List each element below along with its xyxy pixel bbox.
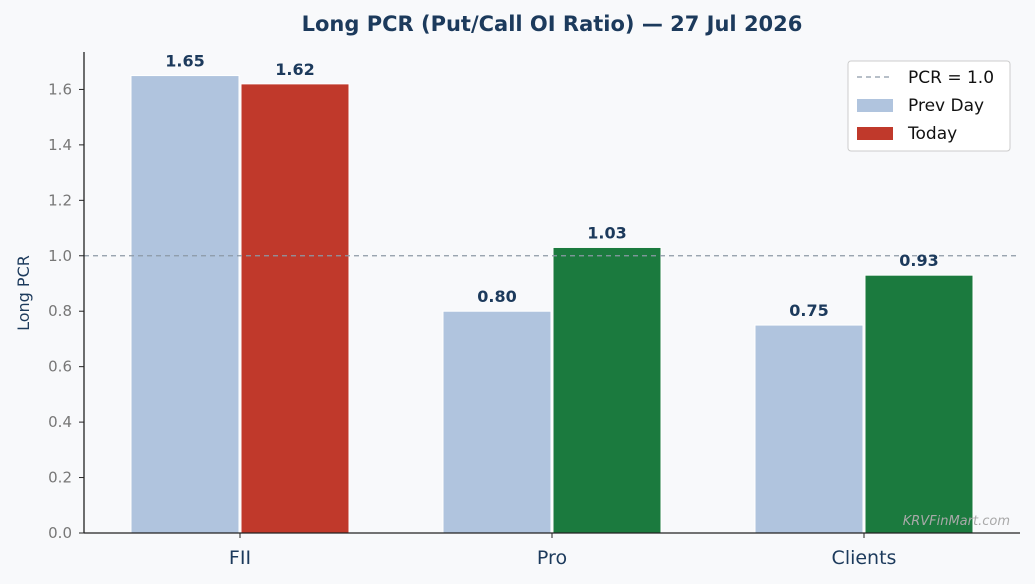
y-tick-label: 1.0 <box>48 247 72 265</box>
chart-title: Long PCR (Put/Call OI Ratio) — 27 Jul 20… <box>302 12 803 36</box>
bar-prev-day-fii <box>130 75 240 534</box>
legend-label-today: Today <box>907 124 957 144</box>
x-tick-label: Pro <box>537 547 567 569</box>
watermark: KRVFinMart.com <box>903 514 1010 529</box>
y-tick-label: 0.6 <box>48 358 72 376</box>
y-tick-label: 0.0 <box>48 524 72 542</box>
legend-label-prev-day: Prev Day <box>908 96 984 116</box>
value-labels: 1.65 1.62 0.80 1.03 0.75 0.93 <box>165 52 938 321</box>
y-axis-label: Long PCR <box>14 255 33 331</box>
value-label: 1.03 <box>587 223 626 242</box>
y-tick-label: 0.8 <box>48 302 72 320</box>
bars-group <box>130 75 974 534</box>
y-tick-label: 0.2 <box>48 469 72 487</box>
bar-today-fii <box>240 83 350 534</box>
y-tick-label: 0.4 <box>48 413 72 431</box>
y-tick-label: 1.2 <box>48 191 72 209</box>
legend-label-reference: PCR = 1.0 <box>908 68 994 88</box>
value-label: 0.93 <box>899 251 938 270</box>
bar-today-pro <box>552 246 662 534</box>
x-tick-label: Clients <box>832 547 897 569</box>
value-label: 0.80 <box>477 287 516 306</box>
legend-swatch-today <box>857 127 893 140</box>
x-tick-label: FII <box>229 547 251 569</box>
value-label: 1.62 <box>275 60 314 79</box>
legend: PCR = 1.0 Prev Day Today <box>847 60 1011 152</box>
y-tick-label: 1.4 <box>48 136 72 154</box>
bar-today-clients <box>864 274 974 534</box>
bar-prev-day-clients <box>754 324 864 534</box>
x-ticks: FII Pro Clients <box>229 533 897 569</box>
y-tick-label: 1.6 <box>48 80 72 98</box>
y-ticks: 0.0 0.2 0.4 0.6 0.8 1.0 1.2 1.4 1.6 <box>48 80 84 542</box>
value-label: 1.65 <box>165 52 204 71</box>
bar-prev-day-pro <box>442 310 552 534</box>
legend-swatch-prev-day <box>857 99 893 112</box>
value-label: 0.75 <box>789 301 828 320</box>
